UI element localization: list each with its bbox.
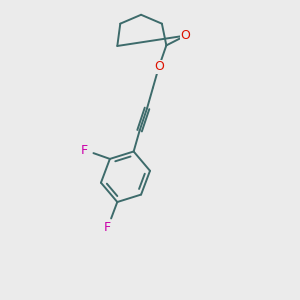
- Text: O: O: [154, 60, 164, 73]
- Text: F: F: [104, 221, 111, 234]
- Text: F: F: [81, 143, 88, 157]
- Text: O: O: [181, 29, 190, 42]
